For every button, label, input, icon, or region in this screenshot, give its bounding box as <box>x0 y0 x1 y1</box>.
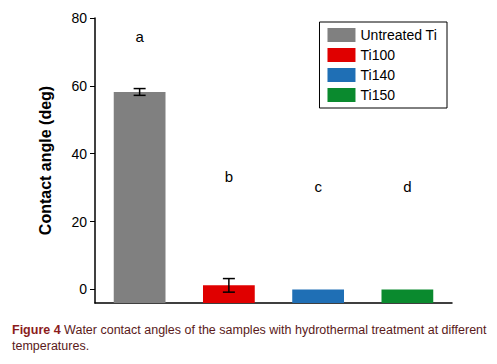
svg-text:b: b <box>225 168 233 185</box>
svg-text:80: 80 <box>71 10 87 26</box>
svg-text:0: 0 <box>79 281 87 297</box>
svg-text:Ti100: Ti100 <box>360 47 395 63</box>
svg-text:Untreated Ti: Untreated Ti <box>360 27 436 43</box>
html-text:Figure 4 Water contact angles: Figure 4 Water contact angles of the sam… <box>12 323 487 353</box>
svg-text:60: 60 <box>71 78 87 94</box>
svg-text:20: 20 <box>71 214 87 230</box>
svg-text:d: d <box>403 178 411 195</box>
svg-text:40: 40 <box>71 146 87 162</box>
svg-text:a: a <box>135 28 144 45</box>
svg-text:Ti140: Ti140 <box>360 67 395 83</box>
svg-text:Ti150: Ti150 <box>360 87 395 103</box>
svg-text:Contact angle (deg): Contact angle (deg) <box>37 86 54 235</box>
svg-text:c: c <box>314 178 322 195</box>
